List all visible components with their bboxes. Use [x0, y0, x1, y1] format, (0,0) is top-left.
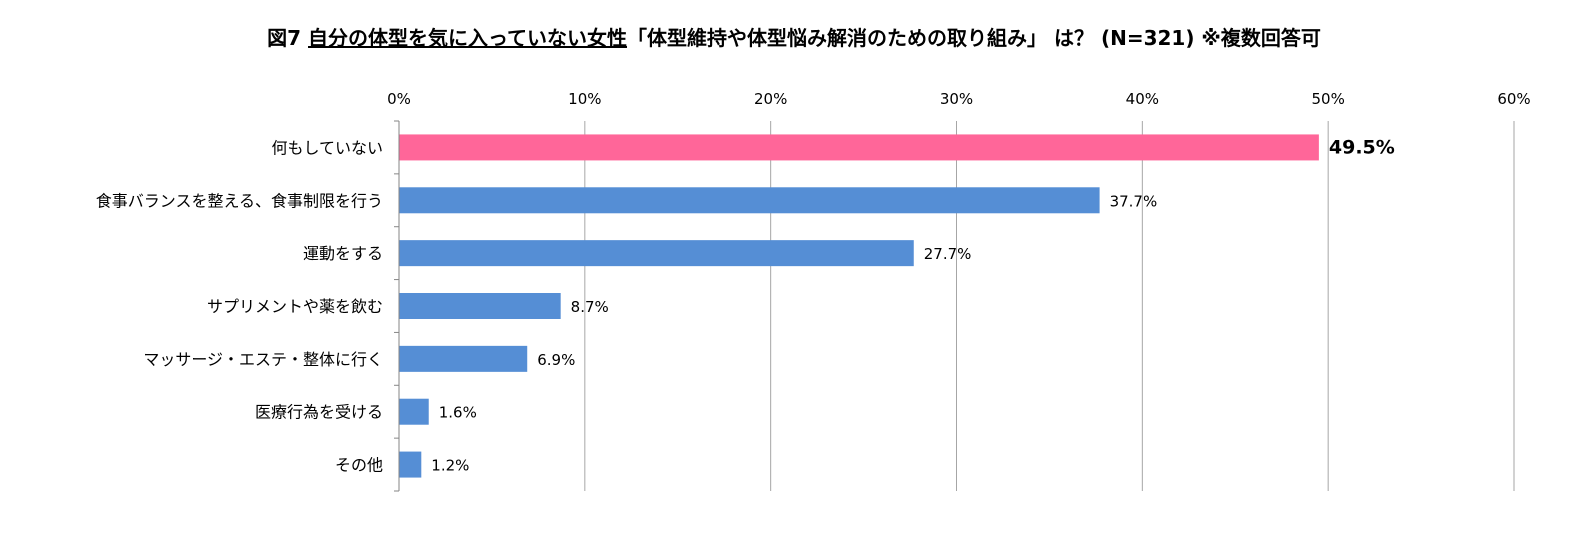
category-label: 食事バランスを整える、食事制限を行う — [96, 191, 383, 210]
x-tick-label: 0% — [387, 90, 411, 108]
data-label: 37.7% — [1110, 192, 1158, 210]
x-tick-label: 50% — [1311, 90, 1344, 108]
bar — [399, 240, 914, 267]
bar — [399, 187, 1100, 214]
bar — [399, 345, 528, 372]
chart-title: 図7 自分の体型を気に入っていない女性「体型維持や体型悩み解消のための取り組み」… — [0, 22, 1588, 51]
title-prefix: 図7 — [267, 26, 302, 50]
category-label: サプリメントや薬を飲む — [207, 297, 383, 316]
data-label: 27.7% — [924, 245, 972, 263]
data-label: 1.6% — [439, 404, 477, 422]
title-underlined: 自分の体型を気に入っていない女性 — [308, 26, 628, 50]
axis-layer — [394, 120, 400, 492]
data-label: 8.7% — [571, 298, 609, 316]
category-label: その他 — [335, 456, 383, 475]
category-label: マッサージ・エステ・整体に行く — [143, 350, 383, 369]
data-label: 49.5% — [1329, 136, 1395, 158]
bar — [399, 134, 1319, 161]
x-tick-label: 30% — [940, 90, 973, 108]
x-tick-label: 10% — [568, 90, 601, 108]
bar — [399, 451, 422, 478]
labels-layer: 0% 10% 20% 30% 40% 50% 60% 何もしていない 49.5% 食事バランスを整… — [96, 90, 1531, 475]
x-tick-label: 20% — [754, 90, 787, 108]
title-rest: 「体型維持や体型悩み解消のための取り組み」 は？ (N=321) ※複数回答可 — [627, 26, 1321, 50]
category-label: 運動をする — [303, 244, 383, 263]
bar — [399, 398, 429, 425]
data-label: 6.9% — [537, 351, 575, 369]
x-tick-label: 60% — [1497, 90, 1530, 108]
x-tick-label: 40% — [1126, 90, 1159, 108]
bars-layer — [399, 134, 1319, 478]
category-label: 医療行為を受ける — [255, 403, 383, 422]
category-label: 何もしていない — [271, 138, 383, 157]
data-label: 1.2% — [431, 457, 469, 475]
bar — [399, 293, 561, 319]
grid-layer — [584, 121, 1515, 491]
